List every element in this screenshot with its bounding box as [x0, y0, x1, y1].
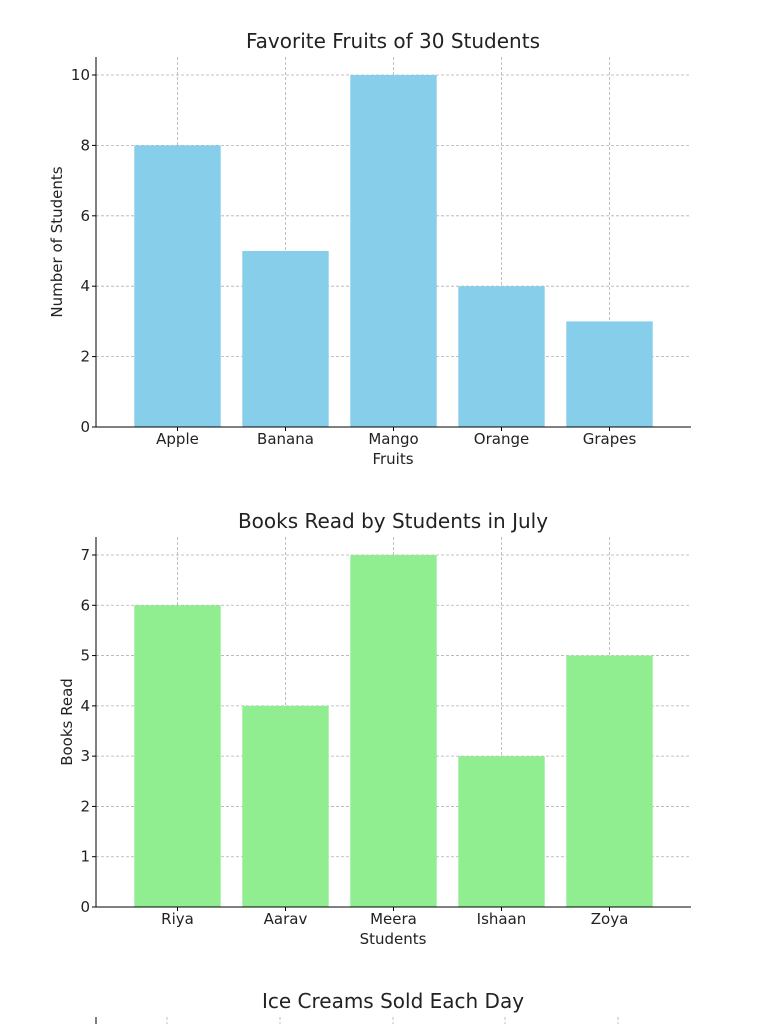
- bar-meera: [350, 555, 437, 907]
- x-tick-label: Orange: [474, 430, 529, 448]
- x-tick-label: Apple: [156, 430, 199, 448]
- ice-cream-chart: Ice Creams Sold Each Day: [95, 989, 619, 1024]
- bar-orange: [458, 286, 545, 427]
- bar-mango: [350, 75, 437, 427]
- bar-aarav: [242, 705, 329, 907]
- x-tick-label: Grapes: [583, 430, 637, 448]
- y-tick-label: 4: [80, 697, 90, 715]
- bar-grapes: [566, 321, 653, 427]
- x-tick-label: Aarav: [264, 910, 308, 928]
- chart-title: Favorite Fruits of 30 Students: [246, 29, 540, 53]
- x-tick-label: Banana: [257, 430, 314, 448]
- x-tick-label: Zoya: [591, 910, 629, 928]
- books-chart: Books Read by Students in July Students …: [58, 509, 691, 948]
- y-tick-label: 6: [80, 596, 90, 614]
- y-tick-label: 2: [80, 797, 90, 815]
- bar-apple: [134, 145, 221, 427]
- y-tick-label: 7: [80, 546, 90, 564]
- y-tick-label: 1: [80, 848, 90, 866]
- y-axis-label: Books Read: [58, 678, 76, 766]
- x-tick-label: Ishaan: [477, 910, 527, 928]
- y-tick-label: 4: [80, 277, 90, 295]
- y-tick-label: 8: [80, 136, 90, 154]
- y-axis-label: Number of Students: [48, 166, 66, 317]
- x-tick-label: Mango: [368, 430, 418, 448]
- chart-title: Books Read by Students in July: [238, 509, 548, 533]
- y-tick-label: 5: [80, 647, 90, 665]
- y-tick-label: 2: [80, 348, 90, 366]
- bar-riya: [134, 605, 221, 907]
- fruits-chart: Favorite Fruits of 30 Students Fruits Nu…: [48, 29, 691, 468]
- chart-title: Ice Creams Sold Each Day: [262, 989, 524, 1013]
- bar-banana: [242, 251, 329, 427]
- y-tick-label: 0: [80, 898, 90, 916]
- x-tick-label: Riya: [161, 910, 194, 928]
- y-tick-label: 6: [80, 207, 90, 225]
- y-tick-label: 0: [80, 418, 90, 436]
- x-axis-label: Students: [360, 930, 427, 948]
- y-tick-label: 10: [71, 66, 90, 84]
- x-axis-label: Fruits: [372, 450, 413, 468]
- y-tick-label: 3: [80, 747, 90, 765]
- bar-zoya: [566, 655, 653, 907]
- x-tick-label: Meera: [370, 910, 417, 928]
- bar-ishaan: [458, 756, 545, 907]
